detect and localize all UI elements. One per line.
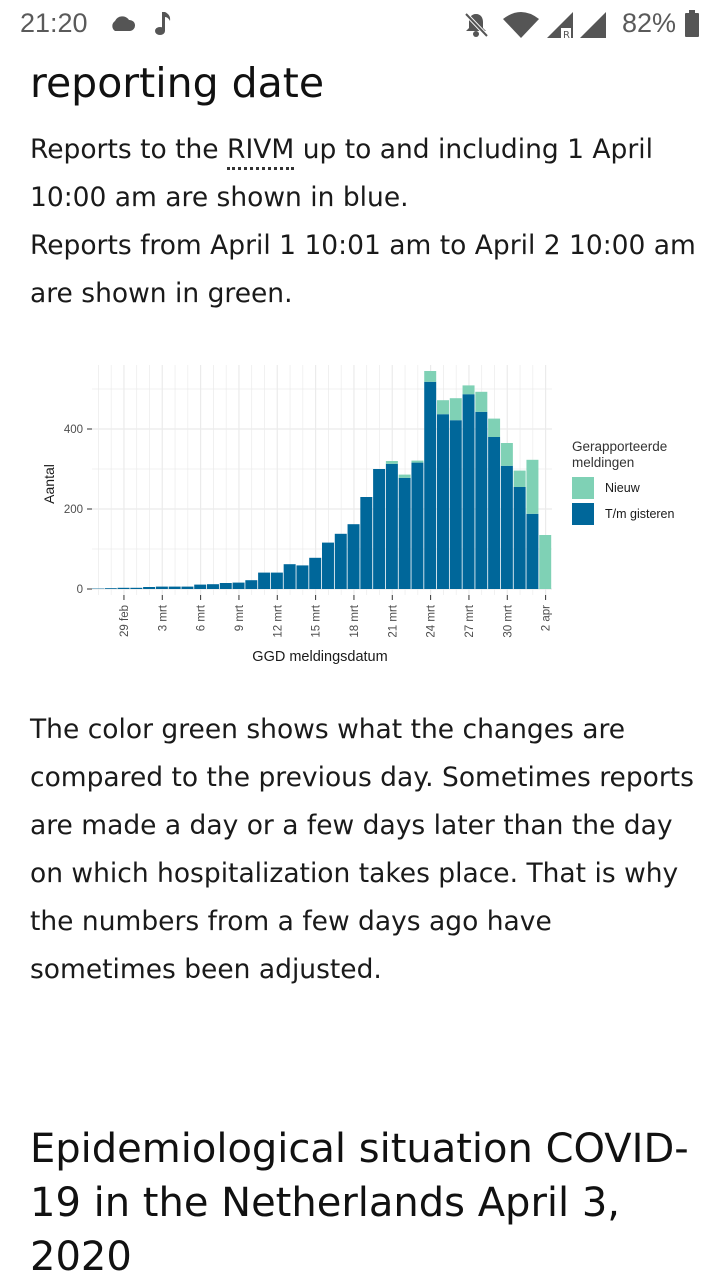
status-time: 21:20 — [20, 8, 88, 39]
x-tick-label: 27 mrt — [464, 604, 476, 637]
bar-tm-gisteren — [348, 524, 360, 589]
bar-tm-gisteren — [399, 478, 411, 589]
y-tick-label: 400 — [64, 424, 83, 436]
bar-tm-gisteren — [322, 543, 334, 589]
wifi-icon — [502, 11, 540, 39]
bar-tm-gisteren — [335, 534, 347, 589]
bar-tm-gisteren — [526, 514, 538, 589]
bar-nieuw — [424, 371, 436, 382]
legend-key-nieuw — [572, 477, 594, 499]
bar-tm-gisteren — [475, 412, 487, 589]
legend-label-tm-gisteren: T/m gisteren — [605, 507, 675, 521]
y-tick-label: 0 — [77, 584, 83, 596]
bar-tm-gisteren — [360, 497, 372, 589]
x-tick-label: 15 mrt — [311, 604, 323, 637]
x-tick-label: 3 mrt — [157, 604, 169, 631]
bar-tm-gisteren — [143, 587, 155, 589]
bar-tm-gisteren — [169, 587, 181, 589]
y-tick-label: 200 — [64, 504, 83, 516]
music-note-icon — [153, 10, 173, 38]
battery-percent: 82% — [622, 8, 676, 39]
bar-nieuw — [450, 398, 462, 420]
bar-nieuw — [526, 460, 538, 514]
section-heading: reporting date — [30, 56, 324, 110]
bar-tm-gisteren — [156, 587, 168, 589]
y-axis-label: Aantal — [41, 464, 57, 504]
x-axis-label: GGD meldingsdatum — [252, 649, 387, 665]
bar-nieuw — [501, 443, 513, 466]
legend-title-line2: meldingen — [572, 455, 634, 470]
bar-tm-gisteren — [309, 558, 321, 589]
bar-tm-gisteren — [130, 588, 142, 589]
bar-tm-gisteren — [271, 573, 283, 589]
x-tick-label: 6 mrt — [196, 604, 208, 631]
bar-tm-gisteren — [181, 587, 193, 589]
bell-off-icon — [462, 11, 490, 39]
bar-nieuw — [399, 475, 411, 478]
explanation-paragraph: The color green shows what the changes a… — [30, 706, 700, 994]
x-tick-label: 9 mrt — [234, 604, 246, 631]
bar-tm-gisteren — [463, 394, 475, 589]
battery-icon — [684, 10, 700, 38]
bar-tm-gisteren — [514, 487, 526, 589]
bar-tm-gisteren — [437, 414, 449, 589]
bar-tm-gisteren — [118, 588, 130, 589]
x-tick-label: 29 feb — [119, 605, 131, 637]
bar-nieuw — [386, 461, 398, 464]
x-tick-label: 12 mrt — [272, 604, 284, 637]
x-axis: 29 feb 3 mrt 6 mrt 9 mrt 12 mrt 15 mrt 18 mrt 2… — [119, 595, 553, 638]
bar-nieuw — [411, 461, 423, 463]
intro-paragraph: Reports to the RIVM up to and including … — [30, 126, 700, 318]
x-tick-label: 21 mrt — [387, 604, 399, 637]
bar-tm-gisteren — [284, 564, 296, 589]
intro-text-start: Reports to the — [30, 134, 227, 165]
bar-tm-gisteren — [450, 420, 462, 589]
bar-tm-gisteren — [207, 584, 219, 589]
bar-tm-gisteren — [488, 437, 500, 589]
bar-tm-gisteren — [233, 583, 245, 589]
signal-icon — [578, 10, 608, 40]
signal-icon: R — [545, 10, 575, 40]
chart-legend: Gerapporteerde meldingen Nieuw T/m giste… — [572, 439, 675, 525]
bar-nieuw — [475, 392, 487, 412]
x-tick-label: 24 mrt — [426, 604, 438, 637]
bar-tm-gisteren — [501, 466, 513, 589]
intro-text-green: Reports from April 1 10:01 am to April 2… — [30, 230, 696, 309]
legend-key-tm-gisteren — [572, 503, 594, 525]
legend-title-line1: Gerapporteerde — [572, 439, 667, 454]
next-section-title[interactable]: Epidemiological situation COVID-19 in th… — [30, 1122, 700, 1284]
bar-tm-gisteren — [386, 464, 398, 589]
svg-text:R: R — [563, 30, 570, 40]
bar-nieuw — [463, 385, 475, 394]
bar-tm-gisteren — [245, 580, 257, 589]
hospitalization-bar-chart: 0 200 400 29 feb 3 mrt 6 mrt 9 mrt 12 mrt 15 mr… — [30, 345, 690, 675]
x-tick-label: 30 mrt — [502, 604, 514, 637]
bar-nieuw — [488, 419, 500, 437]
bar-tm-gisteren — [424, 382, 436, 589]
bar-tm-gisteren — [105, 588, 117, 589]
bar-nieuw — [539, 535, 551, 589]
bar-tm-gisteren — [258, 573, 270, 589]
bar-nieuw — [514, 471, 526, 487]
bar-tm-gisteren — [194, 585, 206, 589]
bar-tm-gisteren — [411, 463, 423, 589]
cloud-icon — [108, 13, 136, 33]
bar-tm-gisteren — [373, 469, 385, 589]
legend-label-nieuw: Nieuw — [605, 481, 641, 495]
x-tick-label: 18 mrt — [349, 604, 361, 637]
bar-nieuw — [437, 400, 449, 414]
bar-tm-gisteren — [296, 565, 308, 589]
y-axis: 0 200 400 — [64, 424, 92, 596]
bar-tm-gisteren — [220, 583, 232, 589]
status-bar: 21:20 R 82% — [0, 0, 720, 50]
x-tick-label: 2 apr — [541, 605, 553, 631]
rivm-abbreviation[interactable]: RIVM — [227, 134, 294, 170]
